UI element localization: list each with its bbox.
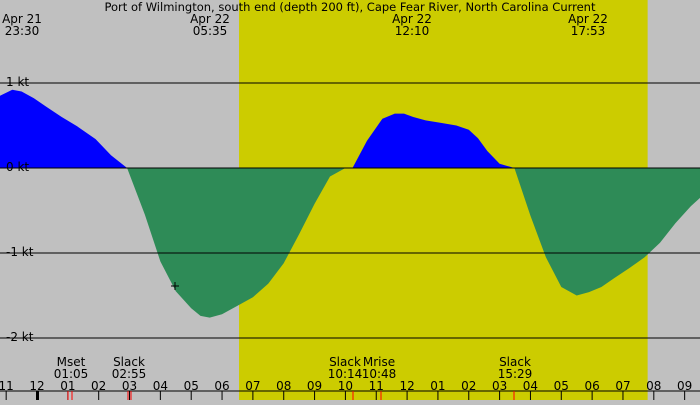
x-tick-label: 11	[0, 379, 14, 393]
chart-title: Port of Wilmington, south end (depth 200…	[105, 0, 596, 14]
ebb-area-1	[127, 168, 346, 318]
x-tick-label: 01	[430, 379, 445, 393]
timestamp-time: 05:35	[193, 24, 228, 38]
x-axis: 11 12 01 02 03 04 05 06 07 08 09 10 11 12 01 02 03 04 05 06…	[0, 379, 700, 400]
event-time: 01:05	[54, 367, 89, 381]
y-tick-label: -2 kt	[6, 330, 34, 344]
x-tick-label: 09	[677, 379, 692, 393]
x-tick-label: 06	[584, 379, 599, 393]
event-time: 10:14	[328, 367, 363, 381]
x-tick-label: 05	[554, 379, 569, 393]
x-tick-label: 03	[122, 379, 137, 393]
event-time: 15:29	[498, 367, 533, 381]
x-tick-label: 07	[245, 379, 260, 393]
flood-area-2	[345, 113, 515, 168]
current-areas	[0, 89, 700, 318]
y-tick-labels: 1 kt 0 kt -1 kt -2 kt	[6, 75, 34, 344]
x-tick-label: 01	[60, 379, 75, 393]
x-tick-label: 08	[646, 379, 661, 393]
x-tick-label: 07	[615, 379, 630, 393]
event-label: Slack	[329, 355, 361, 369]
timestamp-date: Apr 22	[190, 12, 230, 26]
event-labels: Mset01:05Slack02:55Slack10:14Mrise10:48S…	[54, 355, 533, 381]
x-tick-label: 09	[307, 379, 322, 393]
event-label: Slack	[113, 355, 145, 369]
x-tick-label: 03	[492, 379, 507, 393]
timestamp-time: 17:53	[571, 24, 606, 38]
event-label: Slack	[499, 355, 531, 369]
crosshair-cursor	[171, 282, 179, 290]
x-tick-label: 04	[523, 379, 538, 393]
x-tick-label: 10	[338, 379, 353, 393]
event-time: 02:55	[112, 367, 147, 381]
flood-area-0	[0, 89, 128, 168]
timestamp-date: Apr 22	[392, 12, 432, 26]
current-time-marker	[36, 391, 39, 400]
x-tick-label: 05	[184, 379, 199, 393]
x-tick-label: 08	[276, 379, 291, 393]
x-tick-label: 11	[369, 379, 384, 393]
timestamp-time: 23:30	[5, 24, 40, 38]
event-label: Mset	[57, 355, 86, 369]
y-tick-label: 1 kt	[6, 75, 29, 89]
timestamp-date: Apr 21	[2, 12, 42, 26]
timestamp-time: 12:10	[395, 24, 430, 38]
x-tick-label: 02	[91, 379, 106, 393]
ebb-area-3	[514, 168, 700, 296]
x-tick-label: 04	[153, 379, 168, 393]
x-tick-label: 02	[461, 379, 476, 393]
event-label: Mrise	[363, 355, 395, 369]
y-tick-label: 0 kt	[6, 160, 29, 174]
x-tick-label: 06	[214, 379, 229, 393]
event-time: 10:48	[362, 367, 397, 381]
y-tick-label: -1 kt	[6, 245, 34, 259]
y-gridlines	[0, 82, 700, 339]
timestamp-date: Apr 22	[568, 12, 608, 26]
x-tick-label: 12	[399, 379, 414, 393]
x-tick-label: 12	[29, 379, 44, 393]
